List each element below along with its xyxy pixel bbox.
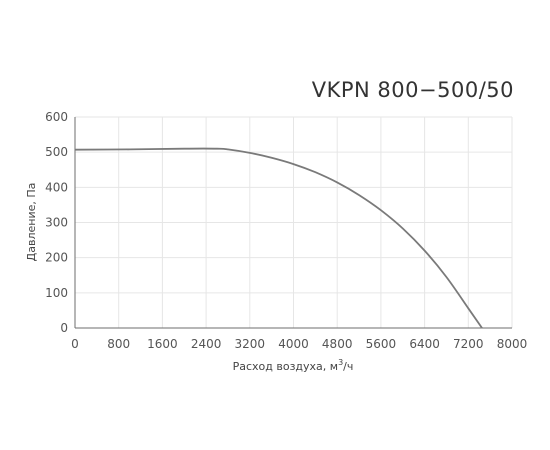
y-tick-label: 300 — [45, 216, 68, 230]
x-tick-label: 2400 — [191, 337, 222, 351]
x-axis-label-tail: /ч — [343, 360, 353, 373]
y-tick-label: 0 — [60, 321, 68, 335]
x-tick-label: 7200 — [453, 337, 484, 351]
y-axis-label: Давление, Па — [25, 183, 38, 262]
x-tick-label: 5600 — [366, 337, 397, 351]
x-axis-label: Расход воздуха, м3/ч — [233, 358, 354, 373]
y-tick-label: 500 — [45, 145, 68, 159]
chart-title: VKPN 800−500/50 — [312, 78, 514, 102]
tick-labels: 0 100 200 300 400 500 600 0 800 1600 2400 3200 4000 4… — [45, 110, 527, 351]
axes — [74, 117, 512, 329]
y-tick-label: 400 — [45, 180, 68, 194]
x-tick-label: 1600 — [147, 337, 178, 351]
x-tick-label: 3200 — [235, 337, 266, 351]
y-tick-label: 200 — [45, 251, 68, 265]
x-axis-label-superscript: 3 — [338, 358, 343, 367]
y-tick-label: 600 — [45, 110, 68, 124]
x-tick-label: 4000 — [278, 337, 309, 351]
performance-curve — [74, 147, 483, 329]
series-layer — [74, 147, 483, 329]
x-tick-label: 800 — [107, 337, 130, 351]
x-tick-label: 8000 — [497, 337, 528, 351]
x-tick-label: 0 — [71, 337, 79, 351]
x-axis-label-base: Расход воздуха, м — [233, 360, 338, 373]
x-tick-label: 6400 — [409, 337, 440, 351]
grid — [75, 116, 513, 328]
y-tick-label: 100 — [45, 286, 68, 300]
x-tick-label: 4800 — [322, 337, 353, 351]
